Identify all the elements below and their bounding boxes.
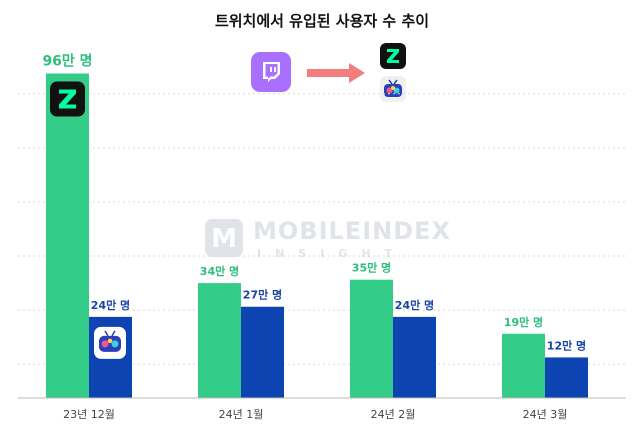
x-tick-label: 24년 3월: [523, 408, 568, 421]
data-label: 24만 명: [395, 298, 434, 312]
data-label: 96만 명: [42, 53, 92, 70]
x-tick-label: 24년 1월: [219, 408, 264, 421]
afreecatv-icon-body: [99, 335, 121, 352]
bar: [350, 279, 393, 398]
bar: [241, 306, 284, 398]
bar: [198, 283, 241, 398]
afreecatv-icon-antenna: [104, 330, 109, 337]
afreecatv-icon-dot: [107, 338, 113, 344]
watermark-logo: M: [205, 219, 243, 257]
data-label: 12만 명: [547, 338, 586, 352]
watermark-mark: M: [211, 224, 237, 254]
x-tick-label: 24년 2월: [371, 408, 416, 421]
twitch-icon: [251, 52, 291, 92]
data-label: 24만 명: [91, 298, 130, 312]
bar: [393, 316, 436, 398]
watermark-brand: MOBILEINDEX: [253, 217, 452, 245]
data-label: 27만 명: [243, 288, 282, 302]
x-tick-label: 23년 12월: [63, 408, 115, 421]
data-label: 35만 명: [352, 261, 391, 275]
chzzk-icon: [380, 43, 406, 69]
watermark: M MOBILEINDEX INSIGHT: [205, 217, 465, 267]
bar: [46, 73, 89, 399]
arrow-right-icon: [307, 63, 365, 83]
bar: [545, 357, 588, 398]
chzzk-icon-glyph: [59, 89, 76, 109]
afreecatv-icon-dot: [111, 340, 119, 348]
data-label: 19만 명: [504, 315, 543, 329]
bar: [502, 333, 545, 398]
data-label: 34만 명: [200, 264, 239, 278]
afreecatv-icon-dot: [101, 340, 109, 348]
chart-title: 트위치에서 유입된 사용자 수 추이: [214, 12, 430, 30]
watermark-sub: INSIGHT: [257, 247, 407, 260]
afreecatv-icon-antenna: [111, 330, 116, 337]
